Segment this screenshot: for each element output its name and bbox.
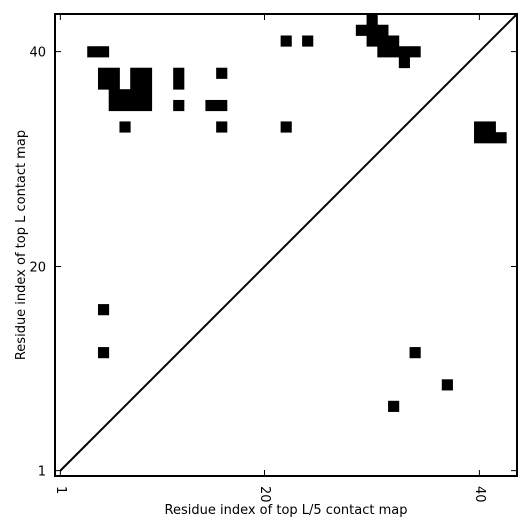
contact-cell [130, 99, 142, 112]
contact-cell [377, 35, 389, 47]
contact-cell [409, 46, 421, 58]
contact-cell [205, 99, 217, 112]
contact-cell [216, 99, 228, 112]
contact-cell [366, 24, 378, 36]
contact-cell [216, 67, 228, 79]
y-axis-label: Residue index of top L contact map [14, 130, 29, 360]
contact-cell [119, 121, 131, 133]
contact-cell [119, 99, 131, 112]
contact-cell [216, 121, 228, 133]
contact-cell [108, 89, 120, 101]
contact-cell [140, 89, 153, 101]
contact-cell [484, 121, 496, 133]
x-tick-label: 1 [53, 486, 68, 494]
diagonal-line [59, 13, 518, 472]
contact-cell [108, 67, 120, 79]
contact-cell [280, 121, 292, 133]
contact-cell [398, 46, 410, 58]
contact-cell [130, 67, 142, 79]
contact-cell [366, 14, 378, 26]
contact-cell [108, 99, 120, 112]
contact-cells [87, 14, 507, 412]
x-tick-label: 40 [472, 486, 487, 503]
contact-cell [87, 46, 99, 58]
contact-cell [409, 347, 421, 359]
contact-cell [388, 400, 400, 412]
contact-cell [97, 347, 110, 359]
contact-cell [366, 35, 378, 47]
contact-cell [388, 35, 400, 47]
contact-cell [495, 132, 507, 144]
contact-cell [140, 78, 153, 90]
contact-cell [119, 89, 131, 101]
y-tick-label: 1 [38, 465, 46, 480]
contact-cell [108, 78, 120, 90]
x-axis-label: Residue index of top L/5 contact map [165, 503, 408, 518]
contact-cell [130, 78, 142, 90]
contact-cell [173, 78, 185, 90]
plot-frame [54, 13, 518, 477]
y-tick-label: 40 [29, 46, 46, 61]
contact-cell [140, 99, 153, 112]
contact-cell [97, 78, 110, 90]
contact-cell [173, 67, 185, 79]
axis-ticks: 1 20 40 1 20 40 [29, 14, 517, 503]
contact-cell [388, 46, 400, 58]
contact-cell [377, 24, 389, 36]
contact-cell [377, 46, 389, 58]
y-tick-label: 20 [29, 260, 46, 275]
contact-cell [474, 121, 486, 133]
contact-cell [302, 35, 314, 47]
contact-cell [130, 89, 142, 101]
contact-cell [173, 99, 185, 112]
contact-cell [484, 132, 496, 144]
contact-cell [398, 56, 410, 69]
contact-cell [97, 67, 110, 79]
x-tick-label: 20 [257, 486, 272, 503]
contact-cell [280, 35, 292, 47]
contact-cell [474, 132, 486, 144]
contact-cell [140, 67, 153, 79]
contact-cell [355, 24, 367, 36]
contact-cell [97, 46, 110, 58]
contact-cell [97, 304, 110, 316]
contact-cell [441, 379, 453, 391]
